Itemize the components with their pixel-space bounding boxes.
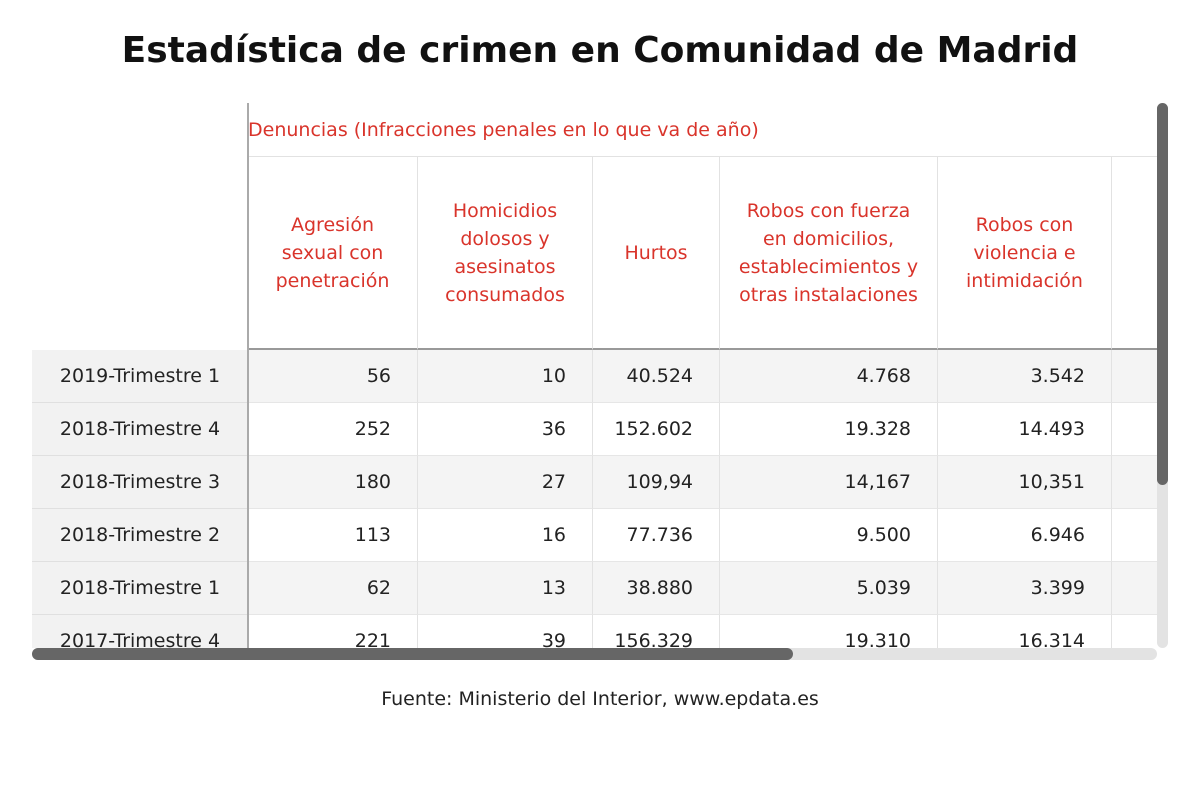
cell-empty [1112,562,1157,615]
cell-value: 10,351 [938,456,1112,509]
cell-value: 152.602 [593,403,720,456]
cell-value: 40.524 [593,350,720,403]
cell-value: 16 [418,509,593,562]
cell-value: 62 [248,562,418,615]
cell-value: 5.039 [720,562,938,615]
cell-empty [1112,350,1157,403]
cell-value: 109,94 [593,456,720,509]
cell-value: 16.314 [938,615,1112,648]
corner [32,103,248,350]
cell-value: 156.329 [593,615,720,648]
cell-value: 13 [418,562,593,615]
table: Denuncias (Infracciones penales en lo qu… [32,103,1157,648]
column-header: Robos con fuerza en domicilios, establec… [720,157,938,350]
cell-value: 38.880 [593,562,720,615]
cell-value: 113 [248,509,418,562]
divider [247,103,249,648]
cell-value: 3.542 [938,350,1112,403]
row-label: 2019-Trimestre 1 [32,350,248,403]
cell-value: 56 [248,350,418,403]
row-label: 2017-Trimestre 4 [32,615,248,648]
cell-value: 36 [418,403,593,456]
cell-value: 19.328 [720,403,938,456]
cell-value: 27 [418,456,593,509]
row-label: 2018-Trimestre 1 [32,562,248,615]
cell-value: 3.399 [938,562,1112,615]
cell-empty [1112,615,1157,648]
cell-value: 4.768 [720,350,938,403]
cell-value: 77.736 [593,509,720,562]
row-label: 2018-Trimestre 4 [32,403,248,456]
source: Fuente: Ministerio del Interior, www.epd… [381,688,819,710]
h-scroll-thumb[interactable] [32,648,793,660]
cell-empty [1112,403,1157,456]
cell-value: 180 [248,456,418,509]
cell-empty [1112,456,1157,509]
cell-value: 39 [418,615,593,648]
column-header: Se [1112,157,1157,350]
title: Estadística de crimen en Comunidad de Ma… [121,30,1079,71]
cell-value: 14,167 [720,456,938,509]
cell-value: 221 [248,615,418,648]
column-header: Agresión sexual con penetración [248,157,418,350]
v-scroll-thumb[interactable] [1157,103,1168,485]
cell-value: 6.946 [938,509,1112,562]
cell-value: 10 [418,350,593,403]
column-header: Homicidios dolosos y asesinatos consumad… [418,157,593,350]
column-header: Hurtos [593,157,720,350]
row-label: 2018-Trimestre 3 [32,456,248,509]
row-label: 2018-Trimestre 2 [32,509,248,562]
cell-value: 14.493 [938,403,1112,456]
cell-value: 252 [248,403,418,456]
cell-value: 9.500 [720,509,938,562]
column-header: Robos con violencia e intimidación [938,157,1112,350]
cell-value: 19.310 [720,615,938,648]
cell-empty [1112,509,1157,562]
group-header: Denuncias (Infracciones penales en lo qu… [248,103,1157,157]
